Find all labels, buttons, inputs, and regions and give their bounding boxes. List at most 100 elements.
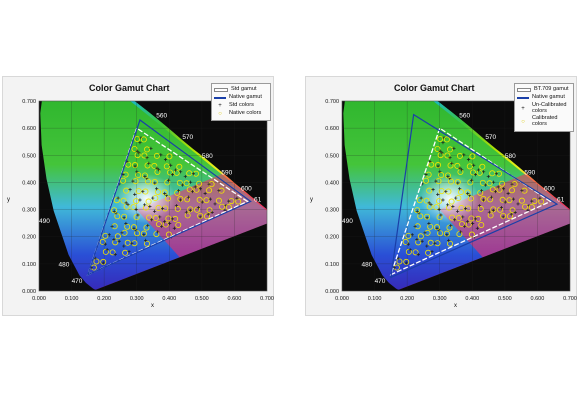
- native-color-point: [444, 152, 451, 159]
- native-color-point: [489, 170, 496, 177]
- std-color-point: [458, 166, 462, 170]
- wavelength-label: 480: [59, 262, 70, 269]
- std-color-point: [163, 191, 167, 196]
- std-color-point: [465, 220, 470, 224]
- native-color-point: [467, 179, 474, 186]
- native-color-point: [143, 224, 150, 231]
- circle-marker-icon: ○: [218, 110, 222, 117]
- std-color-point: [491, 208, 495, 213]
- std-color-point: [133, 192, 137, 196]
- native-color-point: [153, 231, 160, 238]
- native-color-point: [133, 198, 140, 205]
- std-color-point: [487, 210, 491, 214]
- std-color-point: [124, 201, 128, 205]
- native-color-point: [166, 153, 173, 160]
- native-color-point: [506, 197, 513, 204]
- native-color-point: [436, 198, 443, 205]
- std-color-point: [446, 174, 450, 179]
- native-color-point: [538, 198, 545, 205]
- native-color-point: [448, 198, 455, 205]
- std-color-point: [178, 198, 182, 202]
- y-tick-label: 0.500: [22, 153, 36, 159]
- native-color-point: [203, 197, 210, 204]
- native-color-point: [140, 136, 147, 143]
- y-axis-title: y: [310, 197, 313, 203]
- native-color-point: [184, 212, 191, 219]
- std-color-point: [227, 199, 231, 203]
- native-color-point: [447, 240, 454, 247]
- native-color-point: [120, 197, 127, 204]
- std-color-point: [451, 204, 455, 209]
- std-color-point: [163, 158, 168, 162]
- native-color-point: [456, 231, 463, 238]
- std-color-point: [516, 202, 520, 206]
- std-color-point: [170, 217, 175, 221]
- x-tick-label: 0.500: [498, 296, 512, 302]
- native-color-point: [133, 214, 140, 221]
- x-tick-label: 0.500: [195, 296, 209, 302]
- legend-swatch: [517, 88, 531, 92]
- native-color-point: [427, 239, 434, 246]
- std-color-point: [135, 149, 139, 153]
- native-color-point: [489, 186, 496, 193]
- native-color-point: [466, 163, 473, 170]
- color-samples: [392, 136, 545, 271]
- native-color-point: [165, 231, 172, 238]
- native-color-point: [194, 206, 201, 213]
- std-color-point: [428, 159, 432, 163]
- native-color-point: [467, 195, 474, 202]
- std-color-point: [198, 215, 202, 219]
- std-color-point: [425, 244, 429, 248]
- std-color-point: [183, 174, 187, 179]
- native-color-point: [163, 163, 170, 170]
- y-tick-label: 0.500: [325, 153, 339, 159]
- native-color-point: [522, 203, 529, 210]
- std-color-point: [419, 196, 423, 200]
- plus-marker-icon: +: [521, 105, 525, 112]
- native-color-point: [454, 162, 461, 169]
- native-color-point: [456, 152, 463, 159]
- std-color-point: [127, 250, 131, 254]
- y-tick-label: 0.200: [22, 235, 36, 241]
- native-color-point: [102, 248, 109, 255]
- std-color-point: [174, 204, 179, 208]
- std-color-point: [184, 210, 188, 214]
- legend-item-bt709-gamut: BT.709 gamut: [517, 86, 571, 93]
- native-color-point: [183, 180, 190, 187]
- native-color-point: [206, 187, 213, 194]
- std-color-point: [450, 161, 454, 165]
- std-color-point: [180, 183, 185, 187]
- std-color-point: [149, 146, 153, 150]
- std-color-point: [430, 250, 434, 254]
- std-color-point: [208, 197, 212, 201]
- std-color-point: [510, 182, 514, 186]
- std-color-point: [433, 241, 437, 245]
- native-color-point: [165, 215, 172, 222]
- native-color-point: [144, 240, 151, 247]
- native-color-point: [130, 204, 137, 211]
- native-color-point: [477, 189, 484, 196]
- native-color-point: [499, 180, 506, 187]
- native-color-point: [423, 177, 430, 184]
- legend-item-native-colors: ○ Native colors: [214, 110, 268, 117]
- std-color-point: [101, 261, 105, 265]
- plus-marker-icon: +: [218, 102, 222, 109]
- std-color-point: [445, 233, 449, 237]
- std-color-point: [107, 233, 111, 237]
- gamut-chart-right: 560 570 580 590 600 61 490 480 470 0.000 0.100 0.20…: [305, 76, 577, 316]
- std-color-point: [489, 195, 494, 199]
- native-color-point: [144, 146, 151, 153]
- native-color-point: [155, 205, 162, 212]
- wavelength-label: 480: [362, 262, 373, 269]
- std-color-point: [494, 172, 498, 176]
- std-color-point: [429, 202, 433, 207]
- native-color-point: [487, 196, 494, 203]
- native-color-point: [447, 162, 454, 169]
- std-color-point: [466, 191, 470, 196]
- y-tick-label: 0.600: [22, 126, 36, 132]
- std-color-point: [130, 241, 134, 245]
- std-color-point: [506, 191, 510, 196]
- std-color-point: [112, 209, 116, 213]
- native-color-point: [146, 214, 153, 221]
